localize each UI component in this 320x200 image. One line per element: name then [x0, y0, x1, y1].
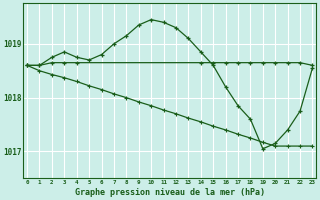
X-axis label: Graphe pression niveau de la mer (hPa): Graphe pression niveau de la mer (hPa) [75, 188, 265, 197]
